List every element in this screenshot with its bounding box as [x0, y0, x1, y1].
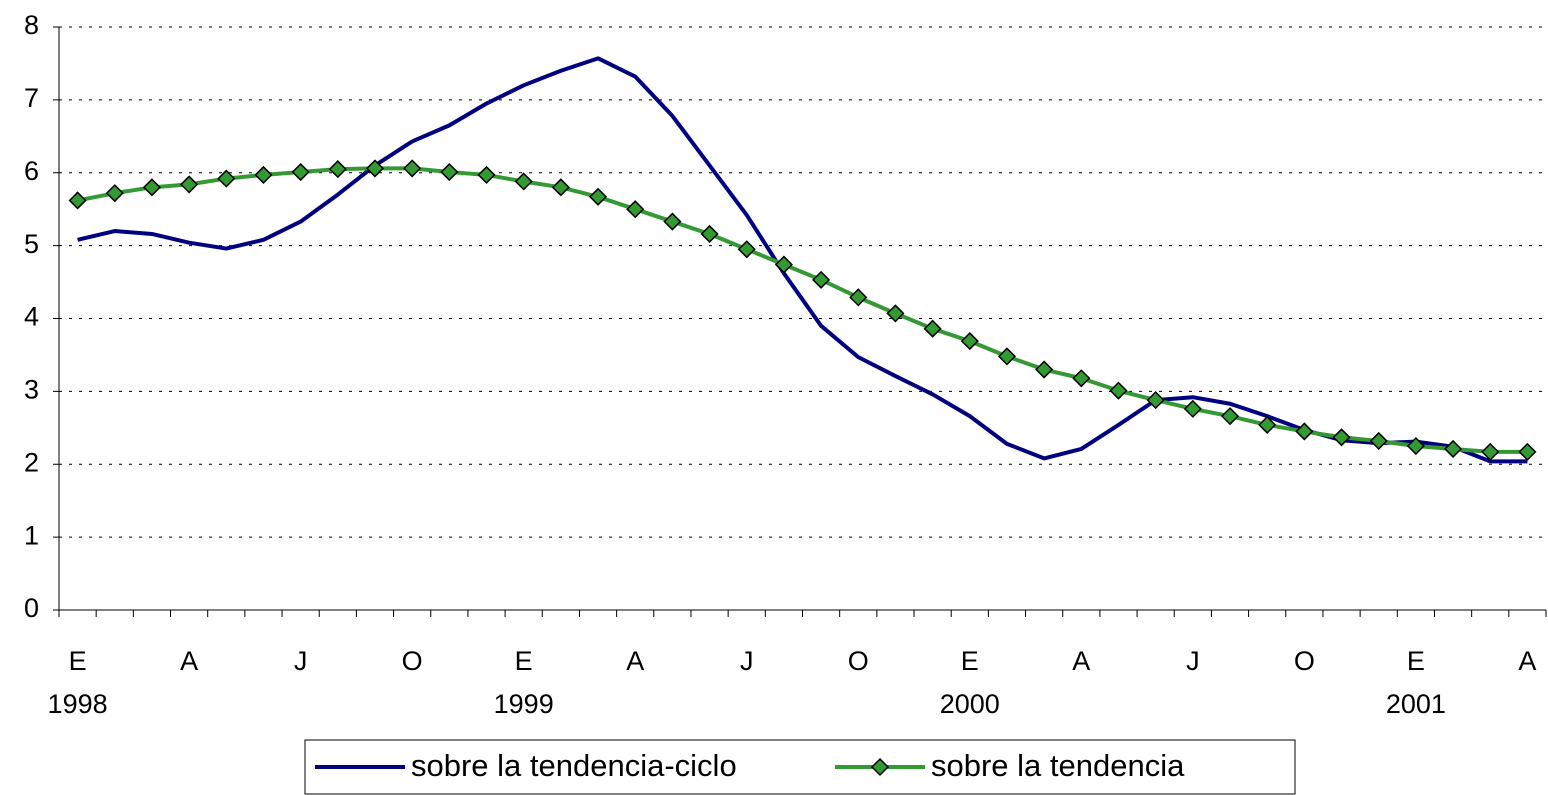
x-tick-label: O [402, 646, 423, 676]
series-line [77, 166, 1528, 454]
marker [1072, 369, 1091, 388]
y-tick-label: 2 [24, 447, 39, 477]
year-label: 2000 [940, 689, 1000, 719]
marker [1109, 381, 1128, 400]
x-tick-label: J [1186, 646, 1200, 676]
marker [1220, 407, 1240, 426]
x-tick-label: E [961, 646, 979, 676]
year-label: 1998 [48, 689, 108, 719]
marker [180, 175, 199, 194]
marker [365, 159, 385, 178]
y-tick-label: 6 [24, 156, 39, 186]
x-tick-label: J [294, 646, 308, 676]
marker [923, 319, 942, 338]
marker [1406, 436, 1425, 456]
marker [1035, 360, 1054, 379]
x-tick-label: E [1407, 646, 1425, 676]
y-tick-label: 0 [24, 593, 39, 623]
legend-label: sobre la tendencia-ciclo [411, 748, 737, 783]
x-tick-label: A [1072, 646, 1090, 676]
legend-box [304, 739, 1296, 795]
marker [328, 160, 347, 179]
marker [142, 178, 161, 197]
y-tick-label: 8 [24, 10, 39, 40]
marker [626, 200, 645, 219]
marker [737, 240, 756, 259]
marker [1443, 439, 1463, 459]
x-tick-label: O [848, 646, 869, 676]
marker [960, 332, 979, 351]
marker [291, 162, 310, 182]
x-tick-label: A [180, 646, 198, 676]
year-label: 2001 [1386, 689, 1446, 719]
marker [1258, 415, 1277, 434]
marker [588, 187, 608, 206]
series-line [77, 56, 1528, 464]
y-tick-label: 1 [24, 520, 39, 550]
legend-label: sobre la tendencia [931, 748, 1185, 783]
marker [700, 224, 719, 244]
x-tick-label: O [1294, 646, 1315, 676]
x-tick-label: A [1518, 646, 1536, 676]
marker [1295, 422, 1314, 441]
marker [477, 165, 496, 184]
marker [254, 165, 273, 184]
marker [1481, 442, 1500, 461]
marker [886, 304, 905, 323]
x-tick-label: A [626, 646, 644, 676]
marker [68, 191, 87, 210]
x-tick-label: E [515, 646, 533, 676]
marker [774, 255, 793, 274]
marker [551, 178, 570, 197]
marker [849, 288, 868, 307]
legend-marker [870, 757, 890, 777]
marker [812, 270, 831, 289]
marker [663, 212, 682, 231]
y-tick-label: 7 [24, 83, 39, 113]
marker [1518, 442, 1537, 461]
marker [1146, 391, 1165, 410]
marker [1332, 428, 1351, 447]
x-tick-label: E [69, 646, 87, 676]
x-tick-label: J [740, 646, 754, 676]
marker [997, 347, 1017, 366]
marker [1369, 431, 1388, 450]
y-tick-label: 5 [24, 229, 39, 259]
marker [217, 169, 236, 188]
marker [403, 159, 422, 178]
marker [514, 172, 533, 191]
marker [1183, 399, 1202, 418]
marker [105, 184, 124, 203]
y-tick-label: 3 [24, 375, 39, 405]
year-label: 1999 [494, 689, 554, 719]
marker [440, 162, 459, 182]
y-tick-label: 4 [24, 302, 39, 332]
